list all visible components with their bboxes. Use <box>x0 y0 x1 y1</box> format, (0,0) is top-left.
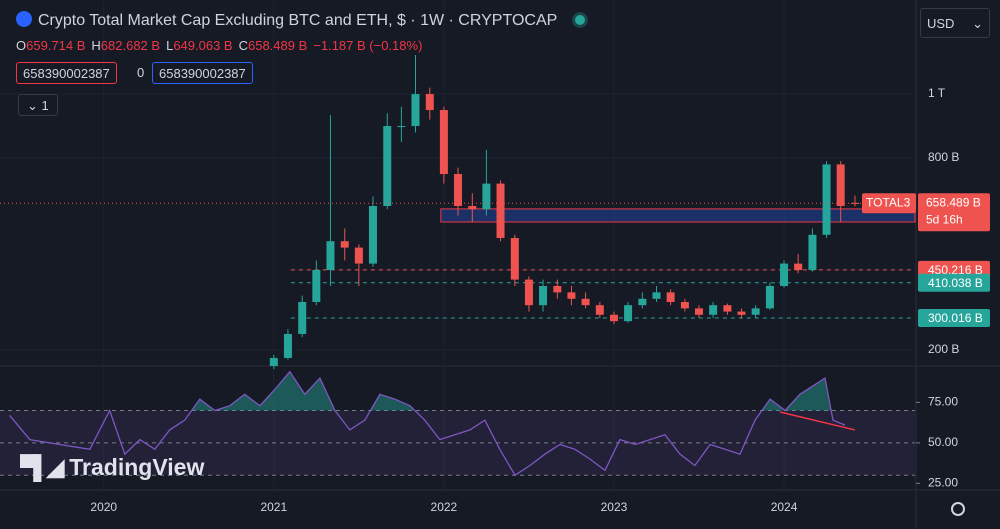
chevron: ⌄ <box>972 16 983 31</box>
symbol-icon <box>16 11 32 27</box>
market-status <box>575 15 586 25</box>
rsi-tick-label: 75.00 <box>928 395 958 409</box>
candle-body <box>298 301 307 334</box>
candle-body <box>765 285 774 309</box>
ohlc-key: H <box>91 38 101 53</box>
candle-body <box>850 202 859 204</box>
candle-body <box>638 298 647 306</box>
input-box[interactable]: 658390002387 <box>152 62 253 84</box>
ohlc-key: L <box>166 38 174 53</box>
chevron: ⌄ <box>27 98 42 113</box>
logo: ▀▌◢ <box>20 454 64 480</box>
rsi-tick-label: 50.00 <box>928 435 958 449</box>
candle-body <box>836 164 845 207</box>
chart-title: Crypto Total Market Cap Excluding BTC an… <box>38 12 557 29</box>
candle-body <box>822 164 831 235</box>
watermark: ▀▌◢ TradingView <box>20 454 204 481</box>
candle-body <box>454 174 463 207</box>
candle-body <box>808 234 817 270</box>
watermark-text: TradingView <box>69 454 205 480</box>
candle-body <box>326 241 335 270</box>
candle-body <box>269 357 278 366</box>
input-value: 0 <box>137 65 145 80</box>
candle-body <box>751 308 760 315</box>
candle-body <box>539 285 548 306</box>
candle-body <box>581 298 590 306</box>
settings-icon <box>951 502 965 516</box>
candle-body <box>794 263 803 270</box>
header: Crypto Total Market Cap Excluding BTC an… <box>16 11 586 30</box>
price-label-bg <box>918 308 990 327</box>
candle-body <box>510 238 519 280</box>
candle-body <box>666 292 675 302</box>
x-tick-label: 2023 <box>601 500 628 514</box>
x-tick-label: 2024 <box>771 500 798 514</box>
price-label: 450.216 B <box>928 263 983 277</box>
last-price-bg <box>918 193 990 232</box>
candle-body <box>383 126 392 207</box>
candle-body <box>723 305 732 312</box>
y-tick-label: 1 T <box>928 86 946 100</box>
currency: USD <box>927 16 955 31</box>
candle-body <box>624 305 633 322</box>
input-box[interactable]: 658390002387 <box>16 62 117 84</box>
price-label: 410.038 B <box>928 276 983 290</box>
candle-body <box>737 311 746 315</box>
ohlc-legend: O659.714 B H682.682 B L649.063 B C658.489 B… <box>16 38 422 53</box>
candle-body <box>680 301 689 309</box>
x-tick-label: 2022 <box>431 500 458 514</box>
candle-body <box>609 314 618 322</box>
change: −1.187 B (−0.18%) <box>313 38 423 53</box>
candle-body <box>595 305 604 315</box>
candle-body <box>496 183 505 239</box>
ohlc-key: C <box>238 38 248 53</box>
candle-body <box>482 183 491 210</box>
candle-body <box>354 247 363 264</box>
price-label: 300.016 B <box>928 311 983 325</box>
candle-body <box>397 126 406 128</box>
candle-body <box>312 269 321 302</box>
last-price-label: 658.489 B <box>926 195 981 209</box>
candle-body <box>283 333 292 358</box>
candle-body <box>340 241 349 248</box>
price-label-bg <box>918 273 990 292</box>
collapse-count: 1 <box>41 98 49 113</box>
candle-body <box>468 206 477 210</box>
ohlc-value: 658.489 B <box>247 38 308 53</box>
rsi-tick-label: 25.00 <box>928 476 958 490</box>
symbol-label: TOTAL3 <box>866 195 911 209</box>
y-tick-label: 200 B <box>928 342 959 356</box>
zone <box>440 208 916 223</box>
candle-body <box>709 305 718 315</box>
ohlc-key: O <box>16 38 27 53</box>
countdown: 5d 16h <box>926 212 963 226</box>
candle-body <box>652 292 661 299</box>
candle-body <box>425 94 434 111</box>
rsi-overbought-fill <box>109 371 832 411</box>
candle-body <box>567 292 576 299</box>
collapse-button[interactable]: ⌄ 1 <box>18 94 58 116</box>
y-tick-label: 800 B <box>928 150 959 164</box>
candle-body <box>368 206 377 264</box>
x-tick-label: 2020 <box>90 500 117 514</box>
candle-body <box>439 110 448 175</box>
ohlc-value: 682.682 B <box>100 38 161 53</box>
x-tick-label: 2021 <box>260 500 287 514</box>
rsi-trendline <box>779 411 856 431</box>
candle-body <box>695 308 704 315</box>
candle-body <box>780 263 789 286</box>
candle-body <box>553 285 562 293</box>
currency-button[interactable]: USD ⌄ <box>920 8 990 38</box>
last-price-bg <box>862 193 916 214</box>
ohlc-value: 649.063 B <box>173 38 233 53</box>
candle-body <box>411 94 420 127</box>
candle-body <box>524 279 533 306</box>
ohlc-value: 659.714 B <box>26 38 86 53</box>
rsi-line <box>9 370 846 477</box>
